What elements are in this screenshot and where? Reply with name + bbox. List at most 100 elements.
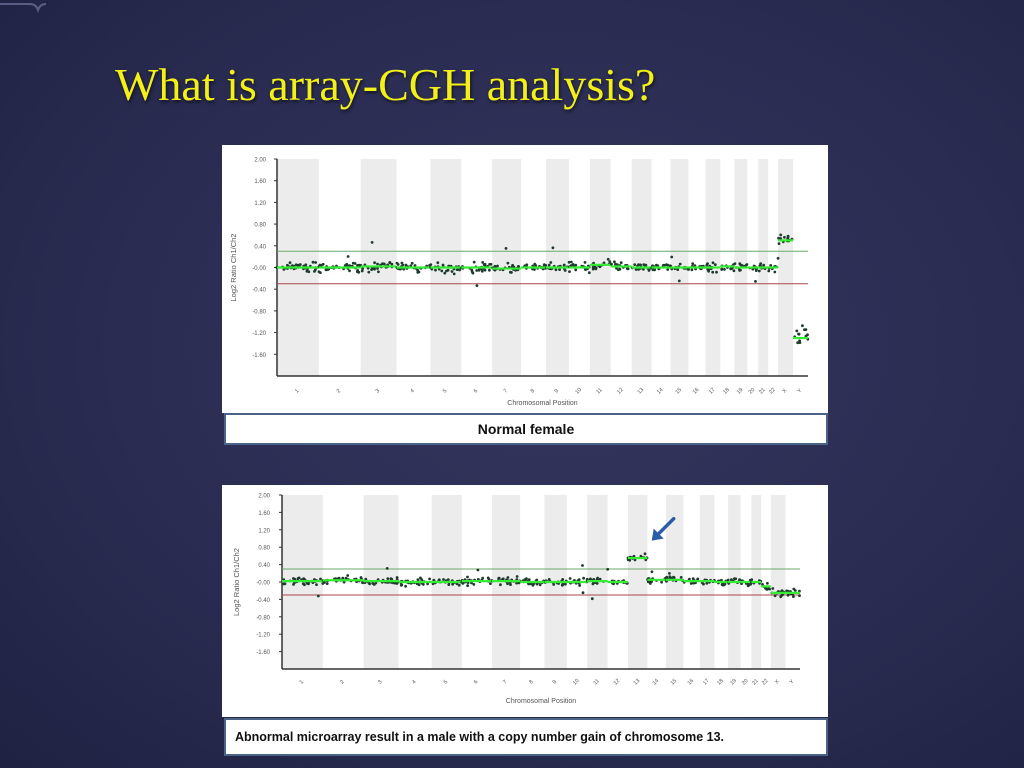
- data-point: [283, 582, 287, 586]
- data-point: [777, 236, 780, 240]
- data-point: [488, 268, 491, 272]
- x-tick-label: 9: [552, 679, 558, 685]
- data-point: [357, 270, 361, 274]
- data-point: [792, 595, 795, 598]
- data-point: [702, 582, 705, 586]
- data-point: [443, 271, 447, 275]
- data-point: [691, 262, 695, 265]
- data-point: [343, 264, 347, 267]
- data-point: [547, 578, 551, 581]
- data-point: [389, 577, 393, 581]
- data-point: [777, 242, 781, 245]
- x-tick-label: X: [774, 679, 781, 686]
- data-point: [305, 582, 309, 585]
- data-point: [413, 264, 417, 267]
- data-point: [346, 574, 350, 577]
- x-axis-label: Chromosomal Position: [507, 400, 578, 407]
- data-point: [574, 268, 578, 272]
- data-point: [386, 577, 390, 580]
- y-tick-label: 2.00: [254, 158, 266, 164]
- data-point: [602, 261, 606, 265]
- data-point: [734, 577, 738, 581]
- data-point: [446, 578, 450, 581]
- data-point: [705, 581, 709, 585]
- data-point: [598, 577, 602, 581]
- data-point: [373, 267, 376, 271]
- data-point: [436, 261, 440, 265]
- y-tick-label: 1.60: [254, 179, 266, 185]
- data-point: [711, 261, 715, 265]
- data-point: [780, 593, 784, 597]
- data-point: [314, 268, 317, 272]
- data-point: [739, 263, 743, 267]
- data-point: [325, 582, 329, 585]
- x-tick-label: 5: [443, 679, 449, 685]
- data-point: [706, 262, 709, 265]
- x-tick-label: 1: [294, 388, 300, 394]
- data-point: [626, 267, 629, 271]
- data-point: [581, 591, 585, 595]
- data-point: [426, 582, 429, 586]
- data-point: [377, 270, 380, 274]
- y-tick-label: -1.60: [256, 650, 270, 656]
- data-point: [341, 576, 345, 580]
- x-tick-label: 21: [751, 678, 760, 687]
- data-point: [677, 279, 681, 283]
- data-point: [745, 263, 749, 266]
- x-tick-label: 12: [613, 678, 622, 687]
- data-point: [527, 582, 530, 586]
- slide-title: What is array-CGH analysis?: [115, 59, 656, 110]
- x-tick-label: 20: [741, 678, 750, 687]
- data-point: [554, 268, 558, 272]
- data-point: [779, 595, 783, 599]
- y-tick-label: 0.40: [258, 563, 270, 569]
- data-point: [670, 576, 674, 580]
- data-point: [551, 246, 555, 250]
- x-tick-label: 7: [502, 679, 508, 685]
- data-point: [761, 583, 764, 586]
- data-point: [754, 280, 757, 283]
- x-tick-label: 20: [748, 387, 757, 396]
- data-point: [564, 582, 567, 586]
- data-point: [767, 587, 770, 590]
- x-tick-label: 8: [528, 679, 534, 685]
- x-tick-label: 13: [633, 678, 642, 687]
- data-point: [434, 268, 437, 272]
- data-point: [447, 583, 451, 586]
- data-point: [370, 241, 374, 244]
- y-tick-label: -0.00: [256, 581, 270, 587]
- data-point: [472, 260, 476, 264]
- data-point: [325, 268, 329, 272]
- corner-bracket-decoration: [0, 3, 47, 14]
- data-point: [644, 263, 648, 267]
- y-tick-label: -1.20: [256, 633, 270, 639]
- data-point: [691, 577, 695, 581]
- data-point: [298, 263, 302, 266]
- data-point: [395, 576, 399, 579]
- x-tick-label: 22: [768, 387, 777, 396]
- x-tick-label: 21: [758, 387, 767, 396]
- data-point: [762, 263, 766, 267]
- data-point: [606, 257, 610, 261]
- data-point: [301, 582, 305, 586]
- data-point: [506, 261, 510, 265]
- data-point: [497, 576, 501, 580]
- data-point: [582, 576, 585, 580]
- data-point: [569, 260, 573, 264]
- x-tick-label: 8: [530, 388, 536, 394]
- data-point: [757, 269, 761, 273]
- data-point: [590, 597, 594, 601]
- x-axis-label: Chromosomal Position: [506, 698, 577, 705]
- data-point: [676, 268, 680, 271]
- y-tick-label: 2.00: [258, 494, 270, 500]
- x-tick-label: 15: [674, 387, 683, 396]
- data-point: [533, 268, 536, 271]
- data-point: [346, 255, 350, 258]
- data-point: [461, 582, 465, 585]
- data-point: [317, 270, 321, 274]
- data-point: [713, 263, 717, 266]
- y-axis-label: Log2 Ratio Ch1/Ch2: [232, 548, 241, 616]
- data-point: [801, 324, 804, 328]
- data-point: [797, 332, 800, 336]
- data-point: [319, 577, 322, 581]
